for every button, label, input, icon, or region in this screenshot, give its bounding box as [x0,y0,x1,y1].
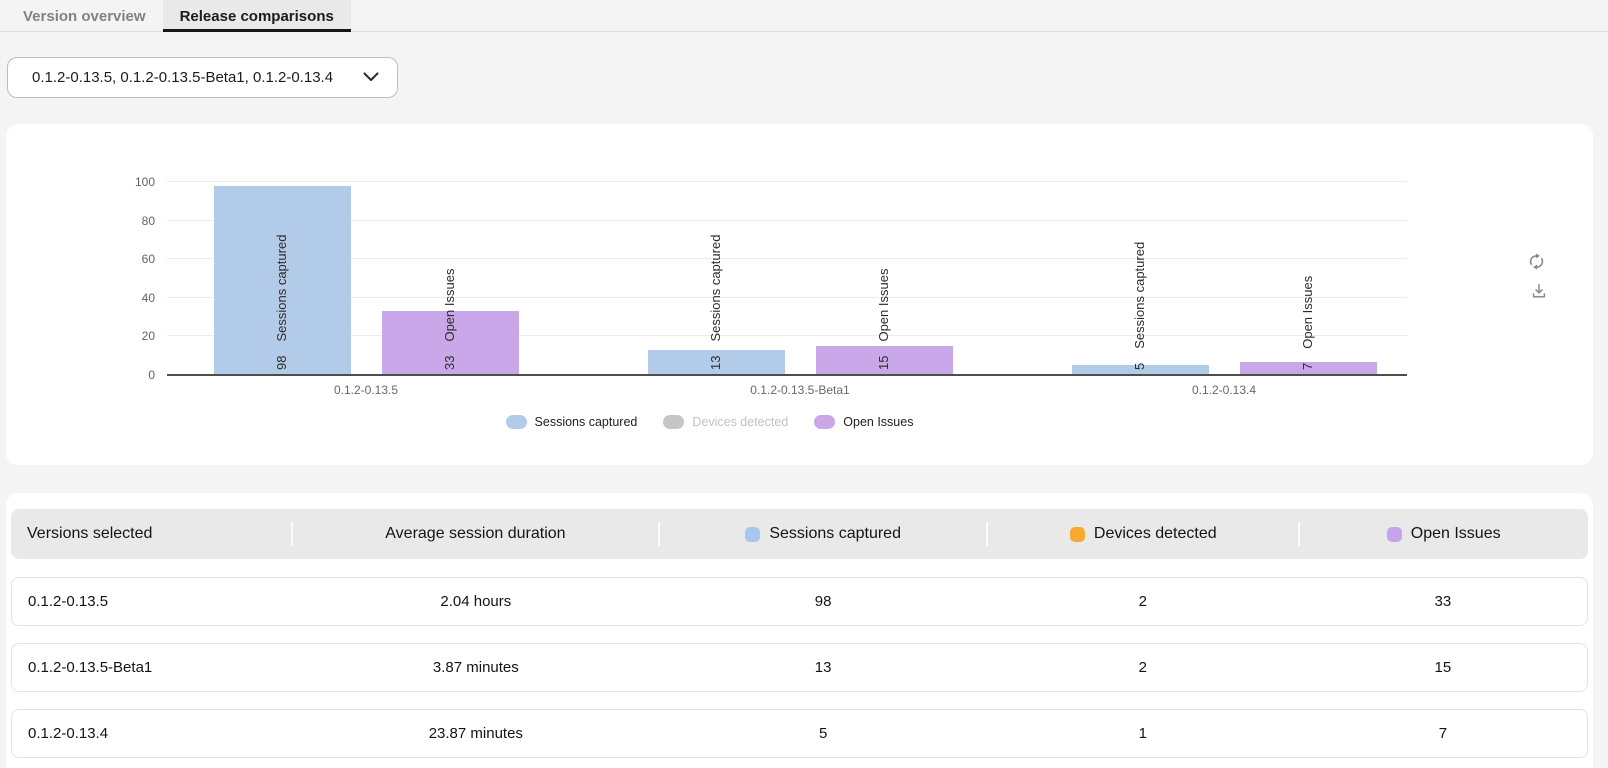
y-axis-tick: 40 [141,290,155,305]
cell-devices-detected: 2 [1138,593,1147,610]
cell-versions-selected: 0.1.2-0.13.4 [28,725,109,742]
header-divider [1298,522,1301,546]
tab-version-overview[interactable]: Version overview [23,8,146,25]
legend-label: Sessions captured [534,415,638,429]
bar-open-issues [815,346,953,375]
gridline [167,258,1407,260]
header-cell-open-issues: Open Issues [1298,509,1588,559]
chart-legend: Sessions captured Devices detected Open Is… [6,415,1413,429]
header-label: Versions selected [27,525,153,542]
header-divider [290,522,293,546]
open-issues-dot-icon [1386,526,1402,542]
header-cell-average-session-duration: Average session duration [290,509,659,559]
bar-open-issues [1239,361,1377,375]
table-row: 0.1.2-0.13.5 2.04 hours 98 2 33 [11,577,1588,626]
cell-versions-selected: 0.1.2-0.13.5 [28,593,109,610]
y-axis-tick: 20 [141,329,155,344]
legend-swatch [505,415,527,429]
cell-open-issues: 7 [1438,725,1448,742]
header-cell-versions-selected: Versions selected [11,509,292,559]
table-row: 0.1.2-0.13.4 23.87 minutes 5 1 7 [11,709,1588,758]
table-header: Versions selected Average session duratio… [11,509,1588,559]
comparison-table: Versions selected Average session duratio… [6,493,1593,768]
header-label: Open Issues [1410,525,1501,542]
header-cell-sessions-captured: Sessions captured [658,509,987,559]
y-axis-tick: 0 [148,368,155,382]
header-label: Average session duration [385,525,566,542]
bar-value-label: 13Sessions captured [708,234,723,370]
x-axis-label: 0.1.2-0.13.5-Beta1 [750,383,850,397]
bar-sessions-captured [213,185,351,375]
x-axis-label: 0.1.2-0.13.5 [333,383,399,397]
cell-sessions-captured: 98 [814,593,832,610]
tab-release-comparisons[interactable]: Release comparisons [162,0,351,32]
table-row: 0.1.2-0.13.5-Beta1 3.87 minutes 13 2 15 [11,643,1588,692]
header-cell-devices-detected: Devices detected [986,509,1299,559]
bar-value-label: 33Open Issues [442,268,457,370]
bar-open-issues [381,311,519,375]
y-axis-tick: 60 [141,252,155,267]
bar-value-label: 5Sessions captured [1132,241,1147,370]
x-axis-label: 0.1.2-0.13.4 [1191,383,1257,397]
tab-bar: Version overview Release comparisons [0,0,1608,32]
chart-panel: 0 20 40 60 80 100 98Sessions captured 33Open Is… [6,124,1593,465]
cell-sessions-captured: 13 [814,659,832,676]
cell-devices-detected: 2 [1138,659,1147,676]
cell-average-session-duration: 23.87 minutes [428,725,523,742]
cell-versions-selected: 0.1.2-0.13.5-Beta1 [28,659,153,676]
cell-open-issues: 15 [1434,659,1452,676]
bar-sessions-captured [647,349,785,375]
legend-swatch [814,415,836,429]
cell-average-session-duration: 2.04 hours [440,593,512,610]
cell-average-session-duration: 3.87 minutes [432,659,519,676]
version-select-value: 0.1.2-0.13.5, 0.1.2-0.13.5-Beta1, 0.1.2-… [32,69,334,86]
gridline [167,296,1407,298]
header-label: Sessions captured [769,525,901,542]
header-divider [658,522,661,546]
chevron-down-icon [363,72,379,83]
version-select-dropdown[interactable]: 0.1.2-0.13.5, 0.1.2-0.13.5-Beta1, 0.1.2-… [7,57,398,98]
header-label: Devices detected [1093,525,1217,542]
y-axis-tick: 100 [134,175,155,189]
bar-value-label: 98Sessions captured [274,234,289,370]
bar-value-label: 7Open Issues [1300,275,1315,370]
legend-swatch [663,415,685,429]
header-divider [986,522,989,546]
bar-chart: 0 20 40 60 80 100 98Sessions captured 33Open Is… [135,175,1407,397]
refresh-icon[interactable] [1524,250,1548,274]
legend-item-sessions-captured[interactable]: Sessions captured [505,415,638,429]
bar-value-label: 15Open Issues [876,268,891,370]
cell-devices-detected: 1 [1138,725,1147,742]
download-icon[interactable] [1527,280,1551,304]
cell-sessions-captured: 5 [818,725,828,742]
cell-open-issues: 33 [1434,593,1452,610]
devices-detected-dot-icon [1069,526,1085,542]
legend-label: Devices detected [692,415,789,429]
gridline [167,181,1407,182]
bar-sessions-captured [1071,365,1209,375]
legend-item-devices-detected[interactable]: Devices detected [663,415,788,429]
gridline [167,335,1407,337]
x-axis-line [167,374,1407,376]
legend-item-open-issues[interactable]: Open Issues [814,415,913,429]
sessions-captured-dot-icon [745,526,761,542]
gridline [167,219,1407,221]
y-axis-tick: 80 [141,213,155,228]
legend-label: Open Issues [843,415,914,429]
